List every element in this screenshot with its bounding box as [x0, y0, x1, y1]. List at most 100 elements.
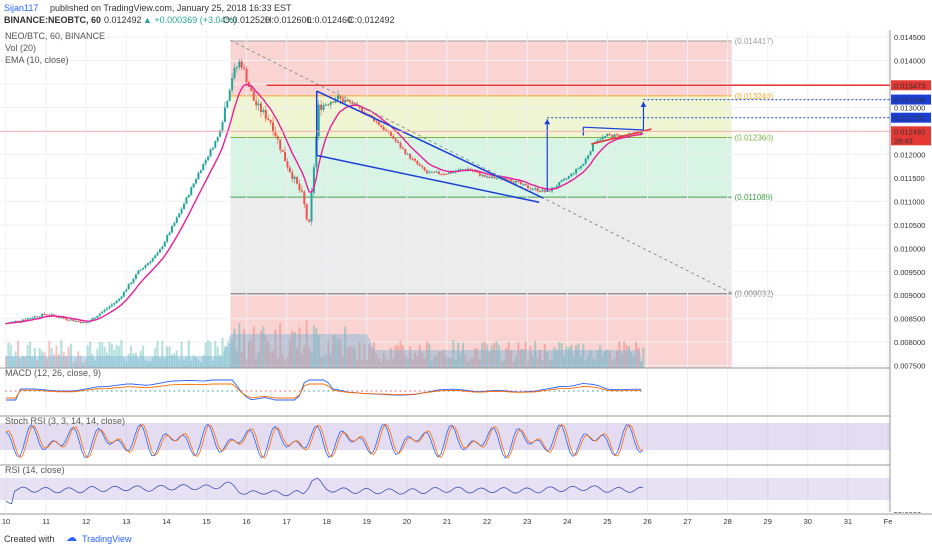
volume-bar — [41, 351, 44, 368]
candle-body — [341, 98, 344, 103]
volume-bar — [488, 352, 491, 368]
macd-histogram-bar — [159, 390, 161, 392]
rsi-line — [5, 477, 644, 505]
candle-body — [591, 143, 594, 152]
price-tick: 0.014000 — [894, 57, 925, 66]
candle-body — [151, 258, 154, 262]
candle-body — [137, 270, 140, 275]
candle-body — [327, 104, 330, 106]
macd-histogram-bar — [558, 390, 561, 392]
macd-histogram-bar — [130, 390, 132, 392]
candle-body — [98, 313, 101, 316]
candle-body — [587, 155, 590, 159]
candle-body — [437, 171, 440, 174]
macd-histogram-bar — [399, 390, 402, 392]
macd-histogram-bar — [481, 390, 484, 392]
price-tick: 0.011000 — [894, 197, 925, 206]
candle-body — [38, 316, 41, 318]
candle-body — [418, 163, 421, 166]
candle-body — [74, 320, 77, 322]
volume-bar — [79, 355, 82, 368]
volume-bar — [462, 342, 465, 368]
volume-bar — [445, 356, 448, 368]
candle-body — [411, 158, 414, 160]
volume-bar — [298, 327, 301, 368]
volume-bar — [94, 360, 97, 368]
volume-bar — [89, 341, 92, 368]
volume-bar — [320, 356, 323, 368]
volume-bar — [358, 341, 361, 368]
volume-bar — [546, 351, 549, 368]
volume-bar — [163, 358, 166, 368]
volume-bar — [464, 354, 467, 368]
volume-bar — [387, 360, 390, 368]
macd-histogram-bar — [154, 390, 156, 392]
volume-bar — [582, 343, 585, 368]
volume-bar — [421, 352, 424, 368]
volume-bar — [57, 354, 60, 368]
volume-bar — [587, 355, 590, 368]
macd-histogram-bar — [289, 390, 291, 392]
volume-bar — [591, 358, 594, 368]
candle-body — [409, 153, 412, 159]
volume-bar — [397, 345, 400, 368]
candle-body — [178, 213, 181, 218]
volume-bar — [507, 342, 510, 368]
wedge-bottom-line — [316, 154, 540, 204]
price-tick: 0.014500 — [894, 33, 925, 42]
time-tick: 27 — [683, 517, 691, 526]
volume-bar — [346, 347, 349, 368]
brand-name[interactable]: TradingView — [82, 534, 132, 544]
author-link[interactable]: Sijan117 — [4, 3, 39, 13]
candle-body — [519, 181, 522, 185]
volume-bar — [170, 354, 173, 368]
volume-bar — [187, 340, 190, 368]
volume-bar — [77, 351, 80, 368]
candle-body — [276, 136, 279, 140]
drawing-overlay — [0, 39, 890, 294]
volume-bar — [637, 347, 640, 368]
candle-body — [146, 263, 149, 266]
price-tick: 0.007500 — [894, 362, 925, 371]
candle-body — [486, 176, 489, 178]
volume-bar — [483, 341, 486, 368]
volume-bar — [433, 355, 436, 368]
candle-body — [238, 61, 241, 68]
macd-histogram-bar — [409, 390, 411, 392]
tradingview-logo-icon: ☁ — [66, 532, 77, 544]
macd-histogram-bar — [188, 390, 190, 392]
candle-body — [305, 204, 308, 220]
candle-body — [481, 174, 484, 176]
candle-body — [317, 104, 320, 137]
volume-bar — [577, 343, 580, 368]
fib-zones: (0.014417) (0.013246) (0.012360) (0.011089)… — [230, 37, 774, 368]
candle-body — [272, 122, 275, 132]
candle-body — [221, 121, 224, 131]
macd-histogram-bar — [351, 390, 354, 392]
volume-bar — [454, 359, 457, 368]
volume-bar — [315, 328, 318, 368]
volume-bar — [286, 356, 289, 368]
volume-bar — [233, 328, 236, 368]
candle-body — [84, 321, 87, 323]
volume-bar — [7, 342, 10, 368]
macd-histogram-bar — [10, 390, 12, 392]
volume-bar — [98, 342, 101, 368]
candle-body — [478, 172, 481, 176]
volume-bar — [296, 347, 299, 368]
candle-body — [60, 317, 63, 319]
macd-histogram-bar — [361, 390, 363, 392]
time-axis: 10 11 12 13 14 15 16 17 18 19 20 21 22 23 24 25 26 27 28 29… — [0, 513, 932, 526]
fib-level-label: (0.012360) — [735, 134, 774, 143]
macd-histogram-bar — [111, 390, 113, 392]
candle-body — [517, 180, 520, 182]
volume-bar — [471, 357, 474, 368]
volume-bar — [555, 349, 558, 368]
candle-body — [358, 105, 361, 108]
volume-bar — [101, 342, 104, 368]
candle-body — [329, 101, 332, 105]
macd-histogram-bar — [231, 390, 233, 392]
candle-body — [288, 167, 291, 173]
macd-histogram-bar — [274, 390, 277, 392]
